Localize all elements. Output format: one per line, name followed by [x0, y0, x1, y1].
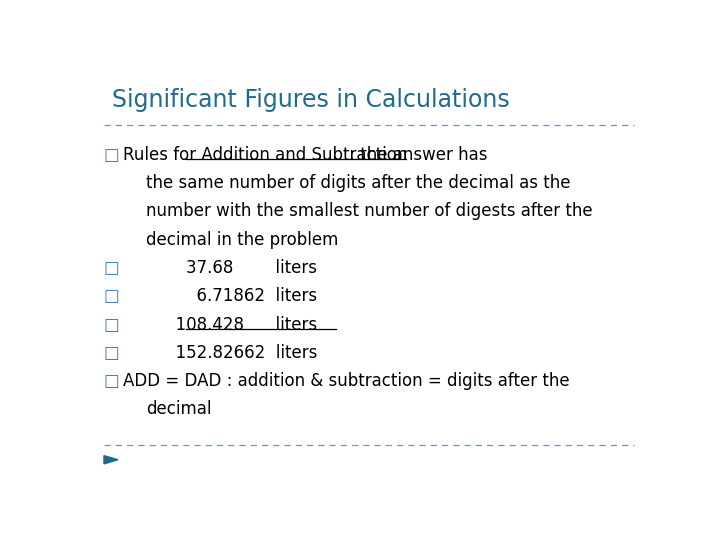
Polygon shape [104, 456, 118, 464]
Text: Rules for Addition and Subtraction: Rules for Addition and Subtraction [124, 146, 408, 164]
Text: decimal: decimal [145, 400, 211, 418]
Text: : the answer has: : the answer has [344, 146, 487, 164]
Text: 37.68        liters: 37.68 liters [124, 259, 318, 277]
Text: Significant Figures in Calculations: Significant Figures in Calculations [112, 87, 510, 112]
Text: number with the smallest number of digests after the: number with the smallest number of diges… [145, 202, 593, 220]
Text: □: □ [104, 372, 120, 390]
Text: 108.428      liters: 108.428 liters [124, 315, 318, 334]
Text: 6.71862  liters: 6.71862 liters [124, 287, 318, 305]
Text: □: □ [104, 344, 120, 362]
Text: □: □ [104, 146, 120, 164]
Text: ADD = DAD : addition & subtraction = digits after the: ADD = DAD : addition & subtraction = dig… [124, 372, 570, 390]
Text: □: □ [104, 315, 120, 334]
Text: the same number of digits after the decimal as the: the same number of digits after the deci… [145, 174, 570, 192]
Text: 152.82662  liters: 152.82662 liters [124, 344, 318, 362]
Text: decimal in the problem: decimal in the problem [145, 231, 338, 249]
Text: □: □ [104, 287, 120, 305]
Text: □: □ [104, 259, 120, 277]
